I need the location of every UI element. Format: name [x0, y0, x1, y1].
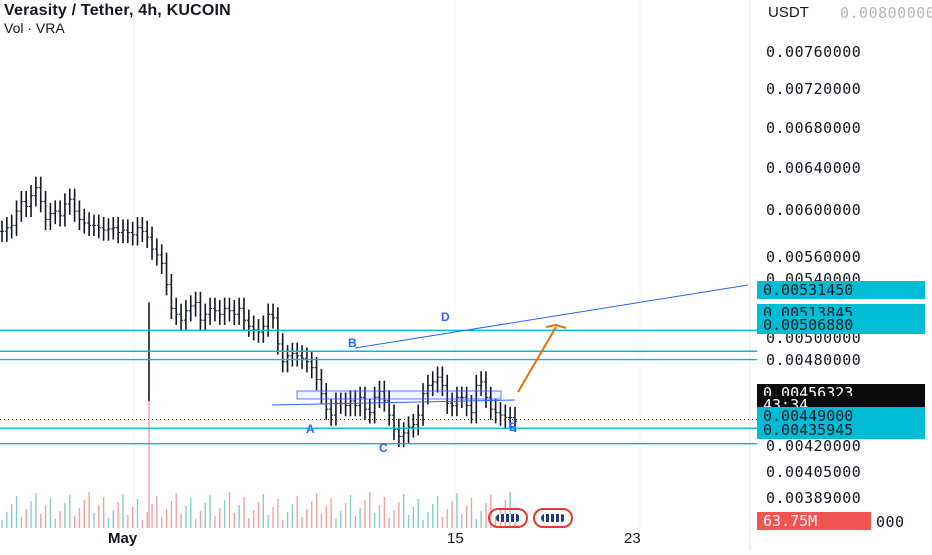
level-tag[interactable]: 0.00435945	[757, 421, 925, 439]
price-label-faded: 0.00800000	[840, 4, 932, 22]
wave-point-c: C	[379, 441, 388, 455]
x-label-23: 23	[624, 530, 641, 547]
axis-currency-label[interactable]: USDT	[768, 4, 809, 21]
price-label: 0.00640000	[766, 159, 862, 177]
volume-indicator-label[interactable]: Vol · VRA	[4, 20, 65, 36]
wave-point-e: E	[509, 420, 518, 434]
wave-point-a: A	[306, 422, 315, 436]
volume-tag[interactable]: 63.75M	[757, 512, 871, 530]
price-label: 0.00760000	[766, 43, 862, 61]
projection-arrow-head	[545, 323, 567, 329]
price-label: 0.00600000	[766, 201, 862, 219]
resistance-trendline	[354, 284, 749, 349]
wave-point-b: B	[348, 336, 357, 350]
price-label: 0.00389000	[766, 489, 862, 507]
flag-icon[interactable]	[533, 508, 573, 528]
x-label-may: May	[108, 530, 138, 547]
support-trendline	[271, 399, 516, 406]
x-label-15: 15	[447, 530, 464, 547]
price-label: 0.00680000	[766, 119, 862, 137]
price-label: 0.00720000	[766, 80, 862, 98]
price-label: 0.00480000	[766, 351, 862, 369]
price-label: 0.00560000	[766, 248, 862, 266]
level-tag[interactable]: 0.00506880	[757, 316, 925, 334]
level-tag[interactable]: 0.00449000	[757, 407, 925, 425]
wave-point-d: D	[441, 310, 450, 324]
level-tag[interactable]: 0.00531450	[757, 281, 925, 299]
price-label: 0.00420000	[766, 437, 862, 455]
chart-title: Verasity / Tether, 4h, KUCOIN	[4, 2, 231, 19]
range-box	[296, 390, 502, 400]
price-label: 0.00405000	[766, 463, 862, 481]
price-label-tail: 000	[876, 513, 905, 531]
projection-arrow	[517, 326, 557, 393]
flag-icon[interactable]	[488, 508, 528, 528]
